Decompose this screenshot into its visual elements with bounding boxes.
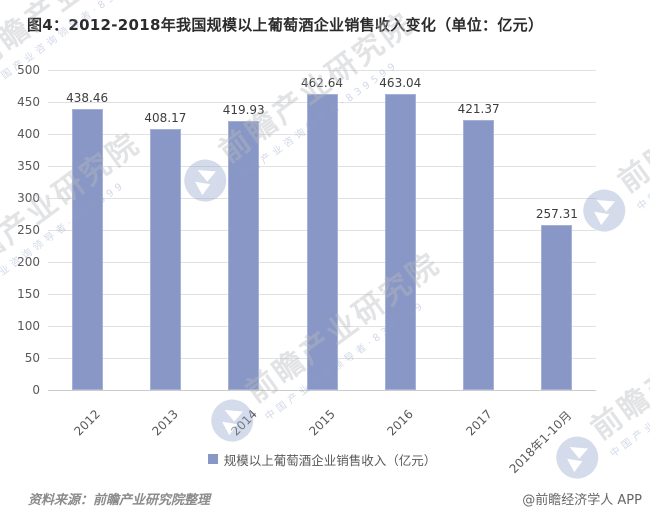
bar-value-label: 408.17 (144, 110, 187, 125)
bar (541, 225, 573, 390)
legend: 规模以上葡萄酒企业销售收入（亿元） (48, 451, 596, 468)
bar-value-label: 438.46 (66, 91, 109, 106)
y-axis-tick-label: 450 (17, 95, 40, 109)
y-axis-tick-label: 250 (17, 223, 40, 237)
bar-value-label: 421.37 (457, 102, 500, 117)
y-axis-tick-label: 100 (17, 319, 40, 333)
y-axis-tick-label: 400 (17, 127, 40, 141)
bar (149, 128, 181, 390)
y-axis-tick-label: 350 (17, 159, 40, 173)
legend-label: 规模以上葡萄酒企业销售收入（亿元） (223, 452, 437, 468)
credit-note: @前瞻经济学人 APP (522, 493, 642, 508)
y-axis-tick-label: 50 (24, 351, 40, 365)
bar (463, 120, 495, 390)
y-axis-tick-label: 0 (32, 383, 40, 397)
x-axis-line (48, 390, 596, 391)
y-axis-tick-label: 300 (17, 191, 40, 205)
gridline (48, 70, 596, 71)
bar-value-label: 462.64 (301, 75, 343, 90)
legend-marker-icon (207, 454, 218, 464)
bar (306, 93, 338, 390)
bar (384, 93, 416, 390)
y-axis-tick-label: 200 (17, 255, 40, 269)
y-axis-tick-label: 500 (17, 63, 40, 77)
y-axis-tick-label: 150 (17, 287, 40, 301)
bar-value-label: 463.04 (379, 75, 422, 90)
bar (71, 109, 103, 390)
bar (228, 121, 260, 390)
bar-value-label: 419.93 (222, 103, 265, 118)
chart-title: 图4：2012-2018年我国规模以上葡萄酒企业销售收入变化（单位：亿元） (27, 16, 544, 34)
bar-value-label: 257.31 (535, 207, 578, 222)
source-note: 资料来源：前瞻产业研究院整理 (28, 493, 211, 508)
